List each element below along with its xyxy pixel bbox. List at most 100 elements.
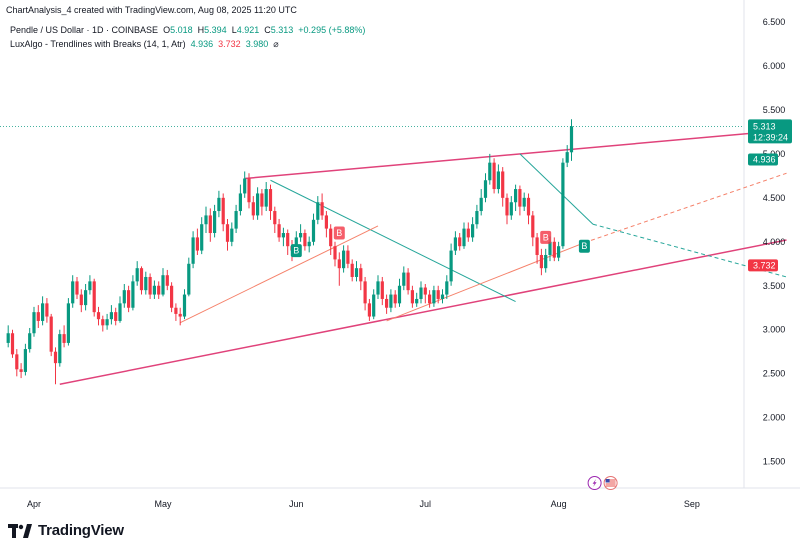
candle <box>492 158 496 194</box>
downtrend-2-extension <box>592 223 787 278</box>
candle-body <box>453 237 457 251</box>
break-label-text: B <box>293 246 299 256</box>
uptrend-2-extension <box>584 172 787 244</box>
candle-body <box>79 294 83 306</box>
candle-body <box>436 290 440 299</box>
candle-body <box>440 294 445 299</box>
tradingview-logo[interactable]: TradingView <box>8 522 124 539</box>
candle <box>32 306 36 337</box>
candle <box>28 327 32 353</box>
candle <box>118 296 122 323</box>
candle-body <box>354 268 359 277</box>
candle-body <box>376 281 380 295</box>
candle <box>251 196 255 220</box>
candle <box>101 315 105 332</box>
legend-row-symbol: Pendle / US Dollar · 1D · COINBASE O5.01… <box>10 23 365 37</box>
candle-body <box>127 290 131 308</box>
candle-body <box>389 294 393 308</box>
countdown-value: 12:39:24 <box>753 132 788 142</box>
legend-indicator-value-1: 4.936 <box>190 39 214 49</box>
candle-body <box>299 233 303 238</box>
candle-body <box>66 303 70 343</box>
candle <box>195 228 199 255</box>
candle-body <box>307 241 311 247</box>
candle <box>178 307 182 326</box>
candle-body <box>53 351 58 364</box>
candle-body <box>458 237 462 247</box>
candle-body <box>161 275 165 295</box>
candlesticks <box>6 119 574 385</box>
candle-body <box>535 237 539 255</box>
candle-body <box>397 285 402 304</box>
candle-body <box>346 250 350 264</box>
candle-body <box>165 275 169 286</box>
candle-body <box>475 211 479 225</box>
candle-body <box>329 228 333 247</box>
candle-body <box>294 237 298 251</box>
channel-lower <box>59 239 787 385</box>
candle-body <box>423 287 427 295</box>
candle <box>174 303 178 321</box>
candle-body <box>552 241 556 258</box>
candle <box>561 158 565 249</box>
candle-body <box>483 180 488 198</box>
uptrend-2 <box>386 242 585 322</box>
candle <box>509 196 513 220</box>
break-label-box <box>333 226 345 240</box>
legend-open-label: O <box>163 25 171 35</box>
candle <box>157 281 161 299</box>
candle <box>96 306 101 326</box>
candle-body <box>518 189 522 207</box>
break-label-box <box>578 239 590 253</box>
candle <box>471 217 475 242</box>
candle <box>41 296 45 326</box>
candle-body <box>359 268 363 282</box>
candle <box>410 285 414 308</box>
candle-body <box>208 215 212 234</box>
candle <box>84 284 88 311</box>
candle-body <box>195 237 199 251</box>
candle-body <box>247 178 251 203</box>
time-tick-label: Jun <box>289 499 304 509</box>
candle-body <box>539 254 543 269</box>
candle <box>376 275 380 299</box>
candle-body <box>342 250 346 269</box>
candle-body <box>178 313 182 317</box>
candle-body <box>135 268 139 282</box>
candle <box>131 275 135 311</box>
indicator-visibility-icon[interactable]: ⌀ <box>273 39 279 49</box>
candle <box>247 173 251 209</box>
candle <box>66 298 70 346</box>
candle <box>213 204 217 238</box>
candle <box>170 282 174 313</box>
candle <box>393 290 397 308</box>
candle-body <box>49 316 53 352</box>
candle-body <box>75 281 79 295</box>
candle-body <box>114 312 118 321</box>
candle <box>483 173 488 203</box>
indicator-price-tag-down: 3.732 <box>748 259 778 272</box>
legend-close-value: 5.313 <box>270 25 294 35</box>
candle-body <box>41 303 45 321</box>
candle <box>518 185 522 216</box>
candle-body <box>92 281 96 313</box>
price-tick-label: 3.000 <box>763 325 786 335</box>
price-tick-label: 4.500 <box>763 193 786 203</box>
event-icons <box>587 476 618 490</box>
candle-body <box>148 276 152 295</box>
candle-body <box>393 294 397 304</box>
price-tick-label: 6.000 <box>763 61 786 71</box>
candle-body <box>264 189 268 207</box>
candle <box>544 248 548 273</box>
candle-body <box>10 333 15 355</box>
candle-body <box>230 228 234 242</box>
candle <box>445 275 449 299</box>
candle <box>514 184 518 212</box>
break-label-text: B <box>543 232 549 242</box>
indicator-price-tag-value: 3.732 <box>753 260 776 270</box>
candle <box>182 289 187 320</box>
candle <box>238 184 242 216</box>
candle-body <box>281 233 285 238</box>
candle <box>243 171 247 198</box>
